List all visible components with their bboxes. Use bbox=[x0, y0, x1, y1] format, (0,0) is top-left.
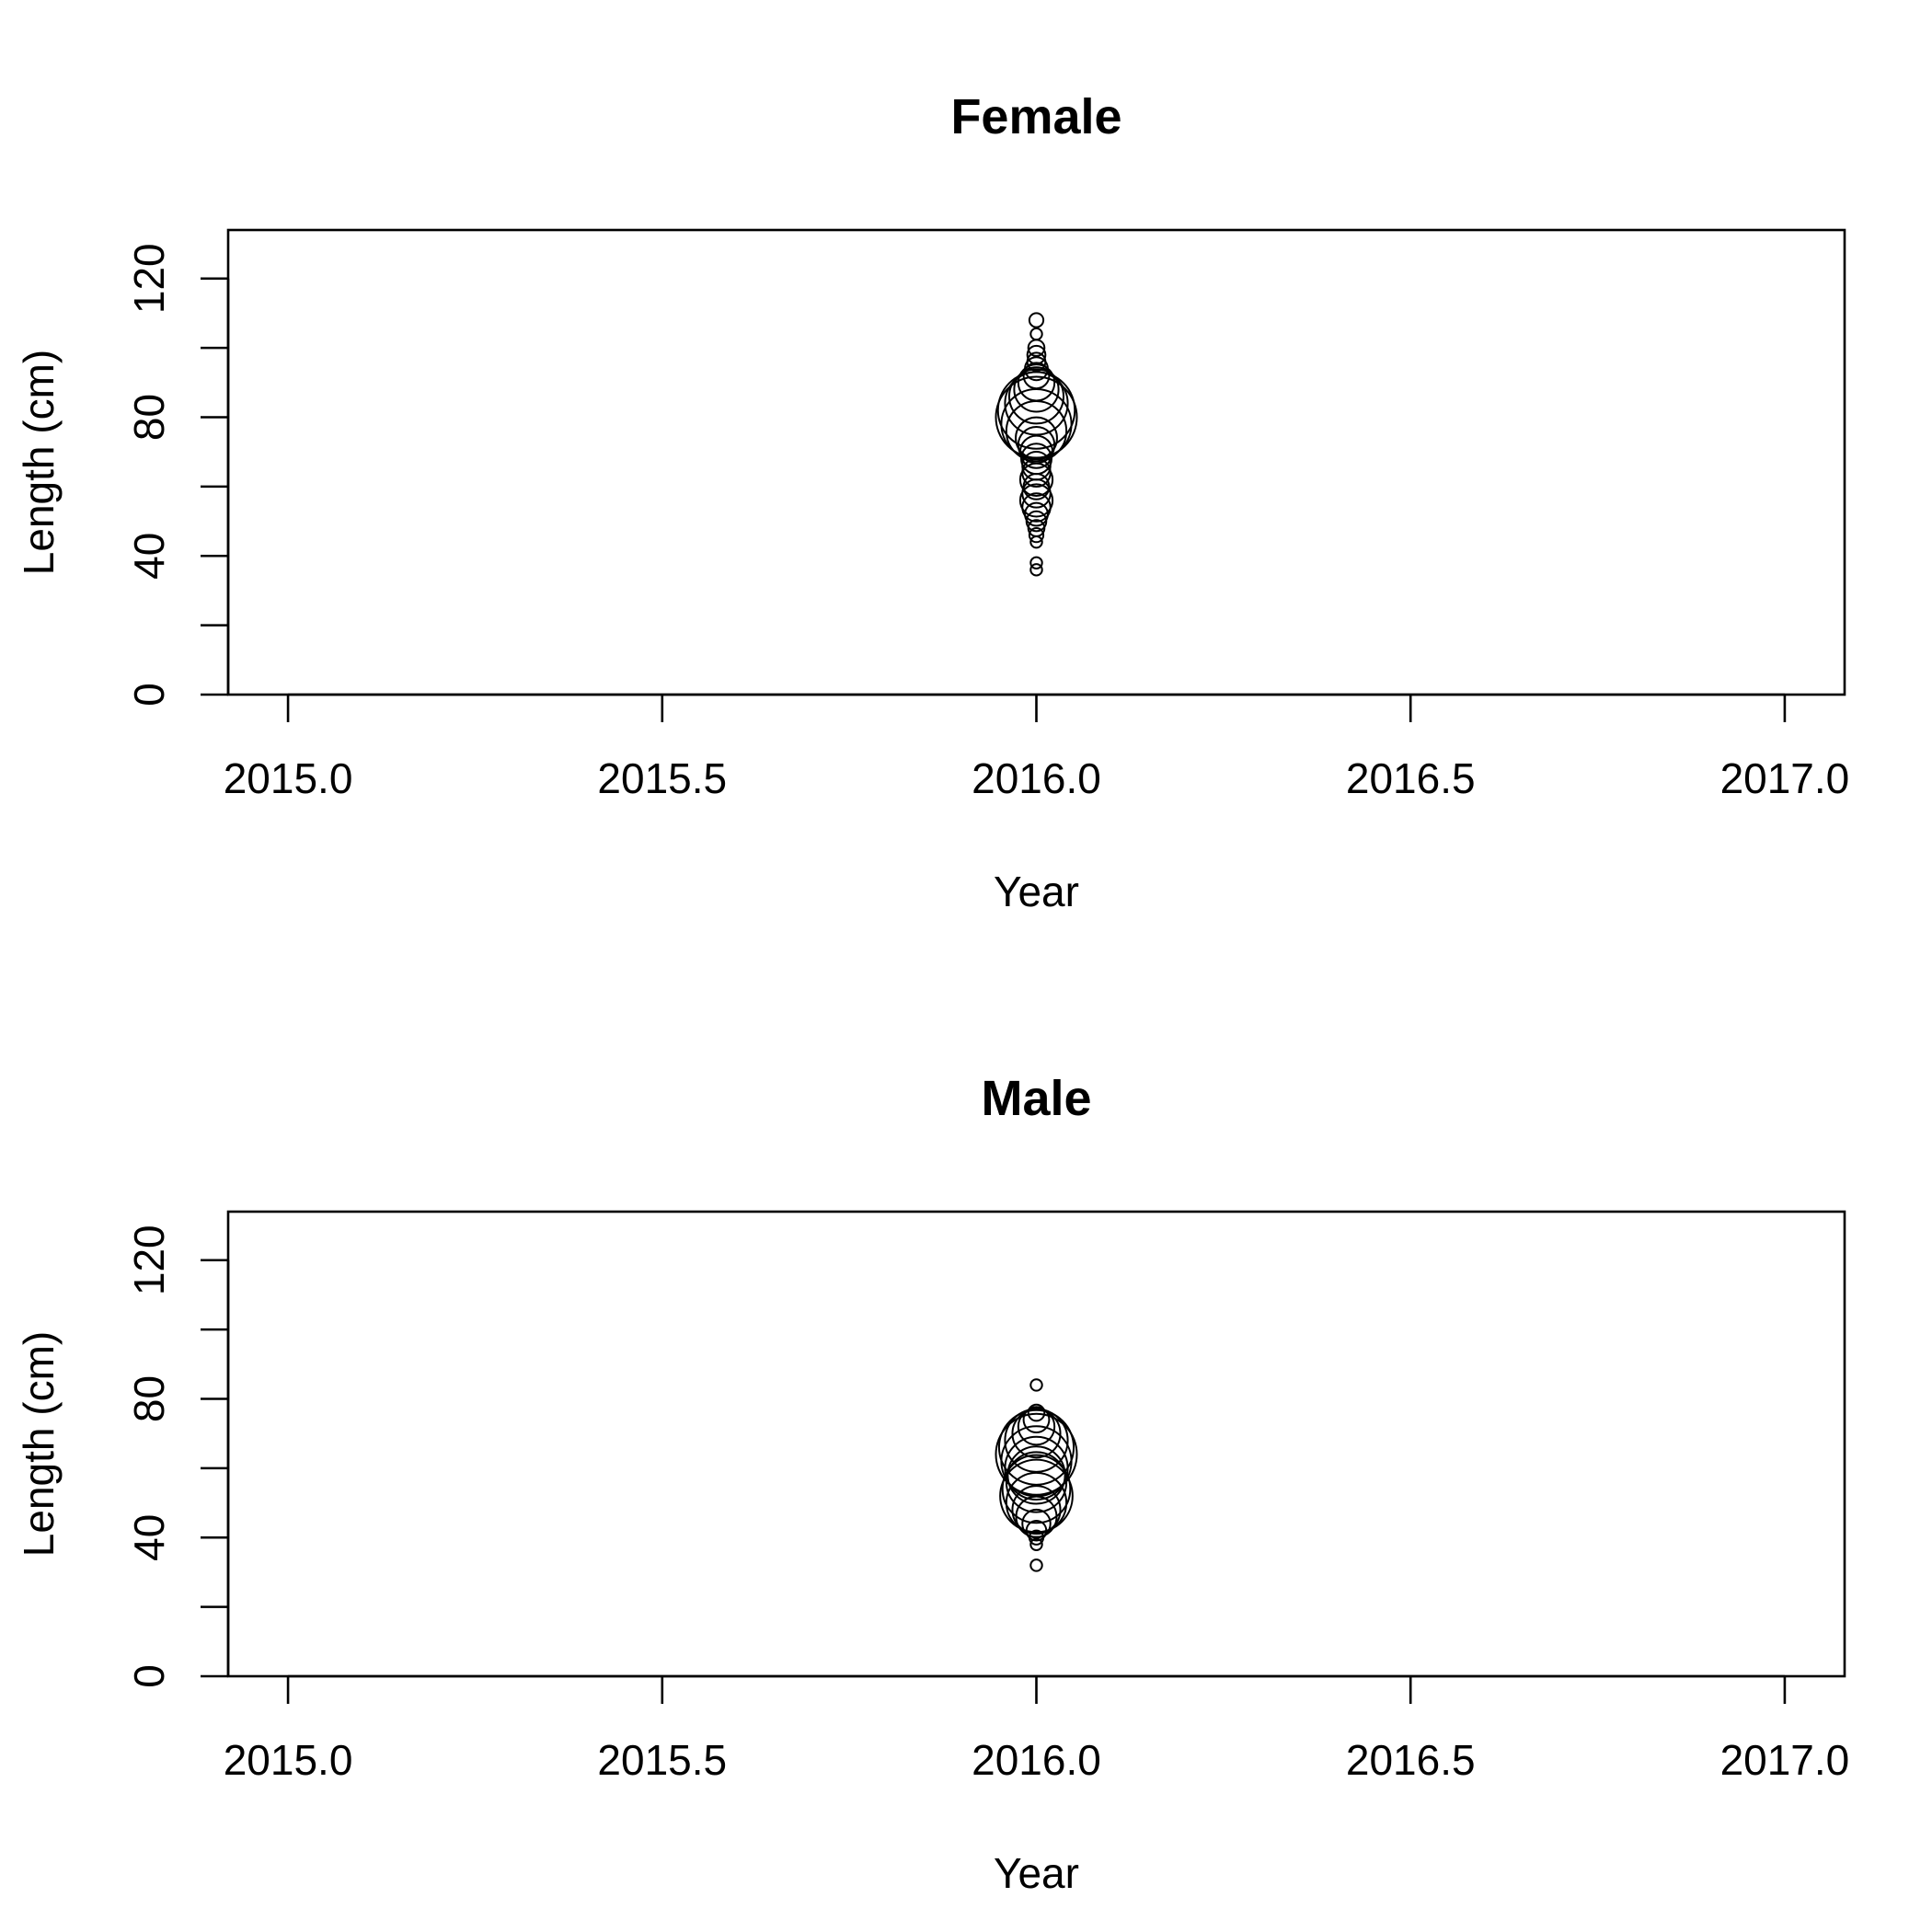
data-bubble bbox=[1004, 371, 1069, 436]
y-axis: 0 40 80 120 bbox=[125, 1225, 230, 1688]
x-tick-label: 2015.0 bbox=[224, 754, 353, 802]
data-bubble bbox=[1007, 368, 1065, 425]
data-bubble bbox=[1026, 351, 1047, 373]
x-tick-label: 2016.5 bbox=[1346, 754, 1476, 802]
data-bubble bbox=[1029, 1558, 1043, 1572]
x-axis-title: Year bbox=[994, 868, 1079, 915]
data-bubble bbox=[1029, 327, 1043, 341]
x-axis: 2015.0 2015.5 2016.0 2016.5 2017.0 bbox=[224, 1674, 1850, 1784]
data-bubble bbox=[1024, 356, 1049, 382]
data-bubble bbox=[1026, 344, 1047, 365]
data-bubble bbox=[1028, 527, 1045, 544]
y-tick-label: 80 bbox=[125, 1375, 173, 1422]
x-tick-label: 2015.5 bbox=[597, 754, 727, 802]
panel-title: Male bbox=[981, 1071, 1091, 1126]
data-bubble bbox=[1028, 312, 1045, 328]
x-axis: 2015.0 2015.5 2016.0 2016.5 2017.0 bbox=[224, 693, 1850, 802]
data-bubble bbox=[1011, 1409, 1062, 1459]
data-bubble bbox=[995, 375, 1078, 459]
x-tick-label: 2015.5 bbox=[597, 1736, 727, 1784]
y-axis-title: Length (cm) bbox=[15, 350, 63, 575]
data-bubble bbox=[1029, 1537, 1043, 1552]
y-tick-label: 120 bbox=[125, 1225, 173, 1295]
data-bubble bbox=[996, 371, 1076, 450]
data-bubble bbox=[1027, 1403, 1046, 1422]
y-tick-label: 40 bbox=[125, 1514, 173, 1561]
data-bubble bbox=[1017, 1407, 1056, 1446]
x-tick-label: 2016.0 bbox=[972, 1736, 1101, 1784]
data-bubble bbox=[1001, 1454, 1072, 1524]
data-bubble bbox=[1029, 563, 1043, 577]
x-tick-label: 2016.0 bbox=[972, 754, 1101, 802]
y-axis: 0 40 80 120 bbox=[125, 243, 230, 707]
panel-title: Female bbox=[950, 89, 1121, 144]
data-bubble bbox=[1013, 366, 1060, 413]
data-bubble bbox=[999, 1458, 1074, 1534]
data-bubble bbox=[1022, 1406, 1051, 1434]
y-tick-label: 0 bbox=[125, 1664, 173, 1688]
data-bubble bbox=[1006, 1445, 1066, 1505]
data-points bbox=[995, 312, 1078, 577]
y-tick-label: 120 bbox=[125, 243, 173, 314]
data-bubble bbox=[1004, 1408, 1069, 1473]
x-tick-label: 2016.5 bbox=[1346, 1736, 1476, 1784]
x-tick-label: 2017.0 bbox=[1720, 754, 1850, 802]
data-bubble bbox=[1029, 1378, 1043, 1392]
panel-male: Male 2015.0 2015.5 2016.0 2016.5 2017.0 0 40 80 1… bbox=[15, 1071, 1849, 1897]
x-axis-title: Year bbox=[994, 1849, 1079, 1897]
data-points bbox=[995, 1378, 1078, 1572]
data-bubble bbox=[1018, 483, 1054, 518]
y-axis-title: Length (cm) bbox=[15, 1331, 63, 1557]
x-tick-label: 2015.0 bbox=[224, 1736, 353, 1784]
data-bubble bbox=[1029, 556, 1043, 570]
y-tick-label: 80 bbox=[125, 394, 173, 441]
panel-female: Female 2015.0 2015.5 2016.0 2016.5 2017.0 0 40 8… bbox=[15, 89, 1849, 915]
data-bubble bbox=[995, 1412, 1078, 1496]
y-tick-label: 0 bbox=[125, 683, 173, 707]
x-tick-label: 2017.0 bbox=[1720, 1736, 1850, 1784]
y-tick-label: 40 bbox=[125, 533, 173, 580]
data-bubble bbox=[1022, 362, 1051, 390]
